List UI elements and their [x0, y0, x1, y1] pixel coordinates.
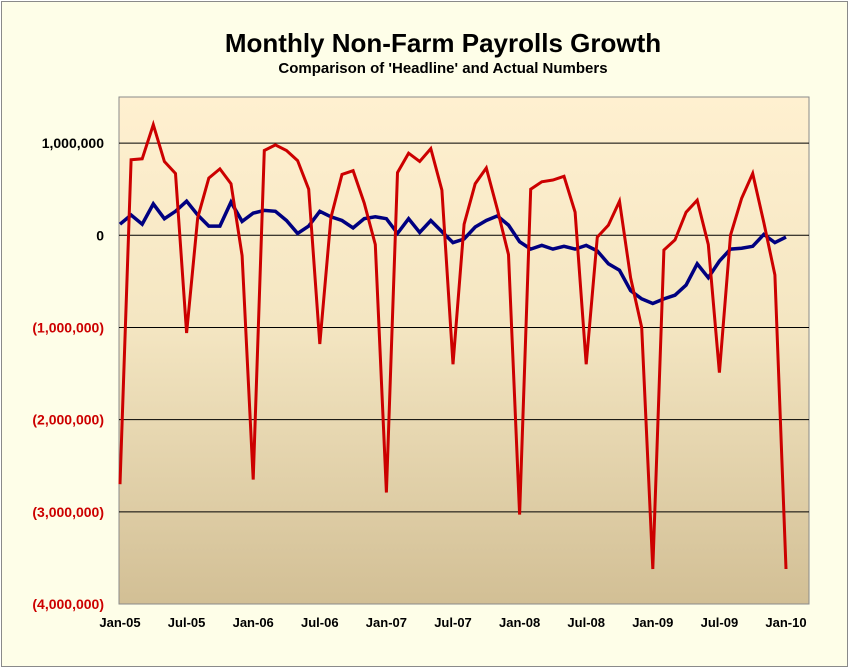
chart-title: Monthly Non-Farm Payrolls Growth — [225, 28, 661, 58]
y-axis: 1,000,000 0 (1,000,000) (2,000,000) (3,000,0… — [32, 135, 104, 612]
y-tick-label: (2,000,000) — [32, 412, 104, 428]
x-tick-label: Jan-07 — [366, 615, 407, 630]
y-tick-label: 0 — [96, 227, 104, 243]
x-tick-label: Jan-06 — [233, 615, 274, 630]
x-axis: Jan-05 Jul-05 Jan-06 Jul-06 Jan-07 Jul-07 Jan-… — [99, 615, 806, 630]
chart-subtitle: Comparison of 'Headline' and Actual Numb… — [278, 60, 607, 77]
x-tick-label: Jan-05 — [99, 615, 140, 630]
y-tick-label: (4,000,000) — [32, 596, 104, 612]
series-lines — [118, 119, 788, 570]
series-line-headline — [118, 198, 787, 306]
y-tick-label: (3,000,000) — [32, 504, 104, 520]
y-tick-label: 1,000,000 — [42, 135, 104, 151]
x-tick-label: Jul-07 — [434, 615, 472, 630]
x-tick-label: Jul-06 — [301, 615, 339, 630]
x-tick-label: Jan-09 — [632, 615, 673, 630]
series-line-actual — [118, 119, 788, 570]
x-tick-label: Jan-08 — [499, 615, 540, 630]
plot-area — [118, 96, 810, 605]
y-tick-label: (1,000,000) — [32, 319, 104, 335]
x-tick-label: Jul-05 — [168, 615, 206, 630]
x-tick-label: Jan-10 — [765, 615, 806, 630]
x-tick-label: Jul-08 — [567, 615, 605, 630]
x-tick-label: Jul-09 — [701, 615, 739, 630]
